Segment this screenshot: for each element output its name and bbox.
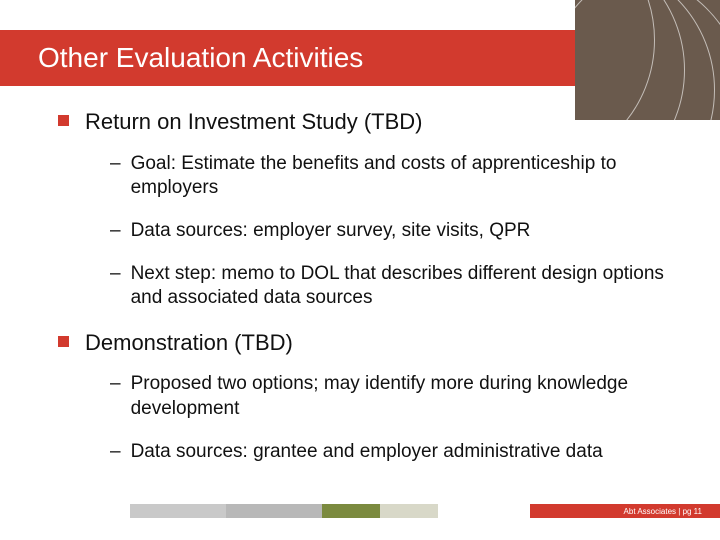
footer-page: pg 11 [683,507,702,516]
dash-bullet-icon: – [110,219,121,244]
slide-title: Other Evaluation Activities [38,42,363,74]
footer-color-block [322,504,380,518]
square-bullet-icon [58,115,69,126]
bullet-level2: –Goal: Estimate the benefits and costs o… [110,152,670,201]
footer-color-block [130,504,226,518]
footer-text: Abt Associates | pg 11 [624,507,702,516]
bullet-level1: Demonstration (TBD) –Proposed two options… [58,329,670,465]
footer-org: Abt Associates [624,507,676,516]
dash-bullet-icon: – [110,440,121,465]
slide-content: Return on Investment Study (TBD)–Goal: E… [58,108,670,483]
bullet-level2-text: Data sources: employer survey, site visi… [131,219,531,244]
sub-bullet-list: –Proposed two options; may identify more… [110,372,670,464]
dash-bullet-icon: – [110,372,121,397]
footer-bar: Abt Associates | pg 11 [530,504,720,518]
square-bullet-icon [58,336,69,347]
footer-blocks [130,504,438,518]
dash-bullet-icon: – [110,262,121,287]
bullet-level2-text: Proposed two options; may identify more … [131,372,670,421]
bullet-level1: Return on Investment Study (TBD)–Goal: E… [58,108,670,311]
bullet-level1-text: Return on Investment Study (TBD) [85,108,422,136]
bullet-level2: –Next step: memo to DOL that describes d… [110,262,670,311]
title-band: Other Evaluation Activities [0,30,575,86]
corner-graphic [575,0,720,120]
bullet-level2-text: Goal: Estimate the benefits and costs of… [131,152,670,201]
bullet-level1-text: Demonstration (TBD) [85,329,293,357]
bullet-level2: –Proposed two options; may identify more… [110,372,670,421]
dash-bullet-icon: – [110,152,121,177]
bullet-level2: –Data sources: employer survey, site vis… [110,219,670,244]
bullet-level2: –Data sources: grantee and employer admi… [110,440,670,465]
slide: Other Evaluation Activities Return on In… [0,0,720,540]
decorative-arc [575,0,720,120]
footer-color-block [226,504,322,518]
bullet-level2-text: Next step: memo to DOL that describes di… [131,262,670,311]
bullet-level2-text: Data sources: grantee and employer admin… [131,440,603,465]
sub-bullet-list: –Goal: Estimate the benefits and costs o… [110,152,670,311]
footer-color-block [380,504,438,518]
